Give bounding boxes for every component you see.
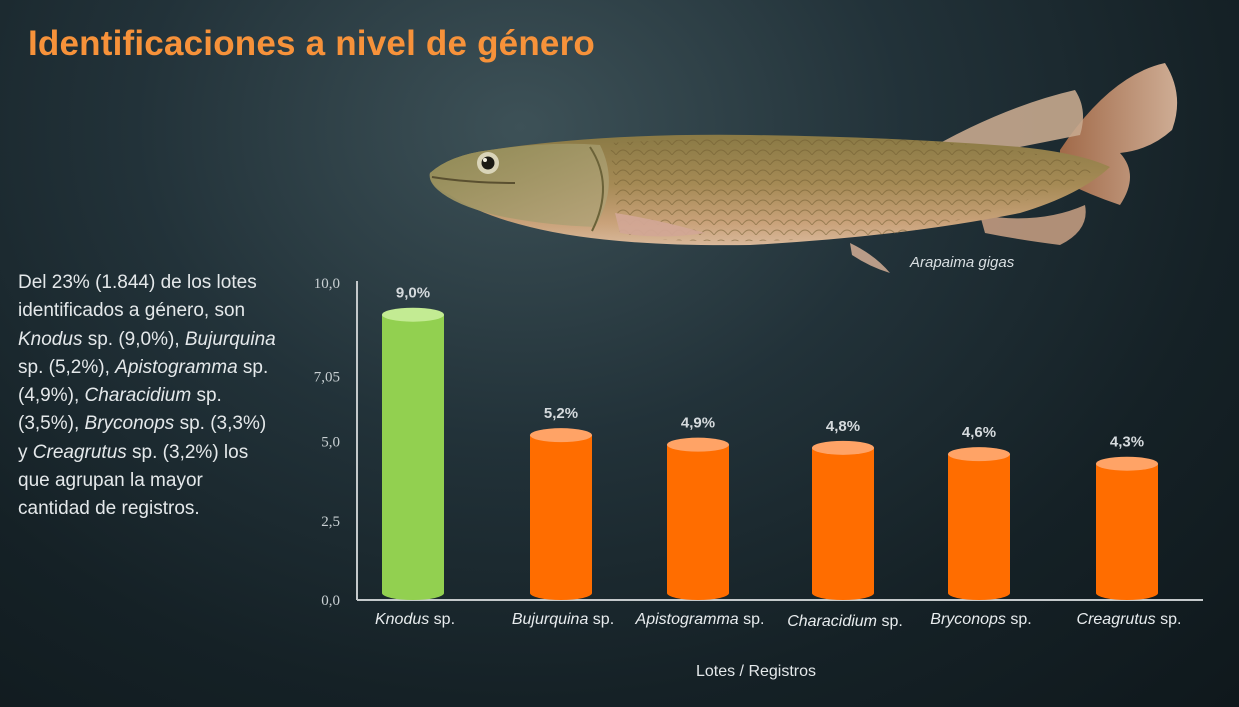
bar-top — [530, 428, 592, 443]
y-tick-label: 2,5 — [321, 514, 340, 530]
y-tick-label: 5,0 — [321, 435, 340, 451]
x-tick-label: Knodus sp. — [375, 611, 455, 628]
genus-name: Bryconops — [930, 611, 1006, 628]
bar-top — [1096, 456, 1158, 471]
data-label: 4,3% — [1110, 434, 1144, 451]
data-labels: 9,0% 5,2% 4,9% 4,8% 4,6% 4,3% — [396, 285, 1144, 451]
bar-body — [1096, 463, 1158, 600]
y-axis-ticks: 0,0 2,5 5,0 7,05 10,0 — [314, 276, 340, 609]
category-suffix: sp. — [429, 611, 455, 628]
bar — [382, 307, 444, 600]
x-axis-title: Lotes / Registros — [696, 663, 816, 680]
genus-name: Knodus — [18, 328, 83, 350]
x-tick-label: Creagrutus sp. — [1077, 611, 1182, 628]
bar-body — [382, 314, 444, 600]
description-text: sp. (9,0%), — [82, 328, 185, 350]
description-text: Del 23% (1.844) de los lotes identificad… — [18, 272, 257, 322]
bar — [948, 447, 1010, 600]
category-suffix: sp. — [1156, 611, 1182, 628]
genus-name: Creagrutus — [1077, 611, 1156, 628]
data-label: 5,2% — [544, 405, 578, 422]
genus-name: Bujurquina — [184, 328, 276, 350]
bar-body — [667, 444, 729, 600]
slide-title: Identificaciones a nivel de género — [28, 24, 595, 63]
bar — [1096, 456, 1158, 600]
genus-name: Creagrutus — [32, 441, 127, 463]
category-suffix: sp. — [588, 611, 614, 628]
genus-name: Apistogramma — [115, 356, 238, 378]
genus-name: Bujurquina — [512, 611, 589, 628]
x-tick-label: Bujurquina sp. — [512, 611, 614, 628]
bar-body — [530, 435, 592, 600]
x-tick-label: Apistogramma sp. — [635, 611, 765, 628]
genus-name: Knodus — [375, 611, 429, 628]
image-caption: Arapaima gigas — [910, 254, 1015, 271]
genus-name: Characidium — [787, 613, 877, 630]
data-label: 9,0% — [396, 285, 430, 302]
bar-body — [948, 454, 1010, 600]
bar-top — [948, 447, 1010, 462]
genus-name: Bryconops — [84, 413, 175, 435]
category-suffix: sp. — [1006, 611, 1032, 628]
y-tick-label: 7,05 — [314, 370, 340, 386]
chart-axes — [356, 281, 1203, 601]
bar-series — [382, 307, 1158, 600]
data-label: 4,8% — [826, 418, 860, 435]
y-tick-label: 0,0 — [321, 593, 340, 609]
category-suffix: sp. — [877, 613, 903, 630]
bar — [667, 437, 729, 600]
bar-top — [382, 307, 444, 322]
description-text: sp. (3,3%) y — [18, 413, 267, 463]
description-text: sp. (3,5%), — [18, 385, 222, 435]
description-paragraph: Del 23% (1.844) de los lotes identificad… — [18, 269, 276, 524]
bar — [812, 440, 874, 600]
x-axis-categories: Knodus sp. Bujurquina sp. Apistogramma sp.… — [375, 611, 1182, 630]
bar-top — [667, 437, 729, 452]
description-text: sp. (4,9%), — [18, 356, 269, 407]
y-tick-label: 10,0 — [314, 276, 340, 292]
category-suffix: sp. — [739, 611, 765, 628]
bar — [530, 428, 592, 600]
x-tick-label: Bryconops sp. — [930, 611, 1031, 628]
data-label: 4,6% — [962, 424, 996, 441]
arapaima-fish-image — [429, 63, 1178, 273]
data-label: 4,9% — [681, 415, 715, 432]
x-tick-label: Characidium sp. — [787, 613, 903, 630]
bar-body — [812, 447, 874, 600]
bar-top — [812, 440, 874, 455]
description-text: sp. (3,2%) los que agrupan la mayor cant… — [18, 441, 249, 520]
description-text: sp. (5,2%), — [18, 356, 116, 378]
genus-name: Characidium — [84, 385, 192, 407]
genus-name: Apistogramma — [635, 611, 739, 628]
